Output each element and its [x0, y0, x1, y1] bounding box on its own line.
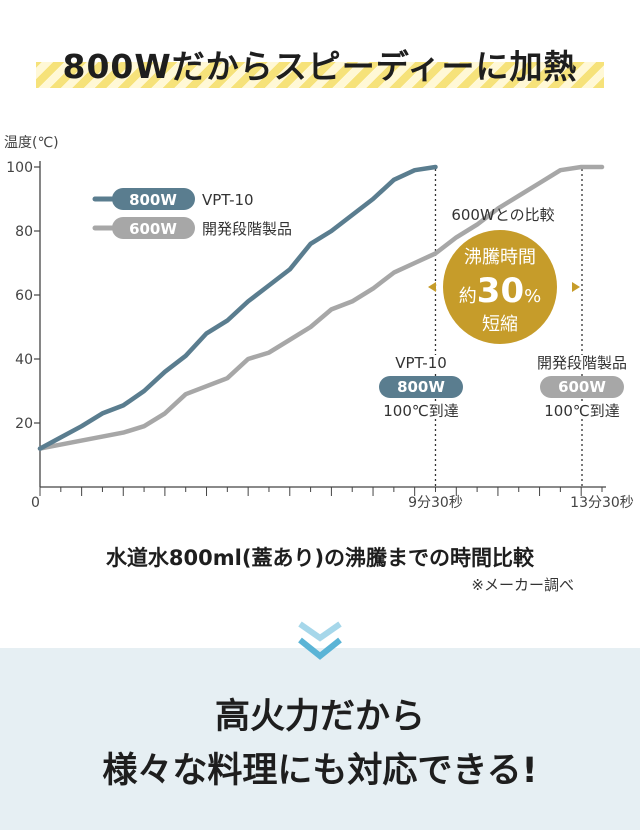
y-tick-label: 40	[15, 352, 33, 368]
chart-subtitle: 水道水800ml(蓋あり)の沸騰までの時間比較	[105, 546, 535, 570]
left-arrow-icon	[428, 282, 436, 292]
legend-badge	[112, 188, 195, 210]
chart-svg: 温度(℃) 20 40 60 80 100 0 9分30秒 13分30秒 800W VPT-10 60…	[4, 135, 640, 511]
y-tick-label: 100	[6, 160, 33, 176]
legend-badge-label: 600W	[129, 220, 177, 238]
bottom-line-1: 高火力だから	[214, 697, 425, 737]
comparison-line3: 短縮	[482, 314, 518, 335]
legend-series-name: 開発段階製品	[202, 220, 292, 238]
comparison-value-line: 約30%	[459, 271, 541, 311]
x-tick-label: 13分30秒	[570, 495, 634, 511]
boiling-time-chart: 温度(℃) 20 40 60 80 100 0 9分30秒 13分30秒 800W VPT-10 60…	[0, 120, 640, 530]
comparison-title: 600Wとの比較	[451, 206, 554, 224]
annotation-badge-label: 600W	[558, 378, 606, 396]
bottom-line-2: 様々な料理にも対応できる!	[102, 751, 538, 791]
annotation-badge-label: 800W	[397, 378, 445, 396]
legend-badge	[112, 217, 195, 239]
legend-series-name: VPT-10	[202, 191, 254, 209]
headline-title: 800Wだからスピーディーに加熱	[62, 47, 578, 86]
annotation-model: VPT-10	[395, 354, 447, 372]
y-tick-label: 80	[15, 224, 33, 240]
x-tick-label: 9分30秒	[408, 495, 463, 511]
y-tick-label: 60	[15, 288, 33, 304]
comparison-line1: 沸騰時間	[464, 247, 536, 268]
annotation-text: 100℃到達	[383, 402, 458, 420]
legend-badge-label: 800W	[129, 191, 177, 209]
annotation-badge	[540, 376, 624, 398]
bottom-banner: 高火力だから 様々な料理にも対応できる!	[0, 648, 640, 830]
double-chevron-down-icon	[298, 621, 342, 660]
annotation-background	[518, 355, 640, 371]
annotation-badge	[379, 376, 463, 398]
series-line	[37, 164, 438, 451]
annotation-background	[373, 401, 469, 419]
y-tick-label: 20	[15, 416, 33, 432]
comparison-badge-circle	[443, 230, 557, 344]
comparison-unit: %	[524, 286, 541, 307]
comparison-prefix: 約	[459, 286, 477, 307]
comparison-number: 30	[477, 271, 524, 311]
annotation-background	[357, 355, 485, 371]
y-axis-label: 温度(℃)	[4, 135, 59, 151]
right-arrow-icon	[572, 282, 580, 292]
headline-banner: 800Wだからスピーディーに加熱	[0, 0, 640, 110]
x-tick-label: 0	[31, 495, 40, 511]
annotation-model: 開発段階製品	[537, 354, 627, 372]
annotation-background	[534, 401, 630, 419]
source-note: ※メーカー調べ	[471, 576, 574, 594]
headline-highlight-stripe	[36, 62, 604, 88]
annotation-text: 100℃到達	[544, 402, 619, 420]
series-line	[37, 164, 605, 451]
